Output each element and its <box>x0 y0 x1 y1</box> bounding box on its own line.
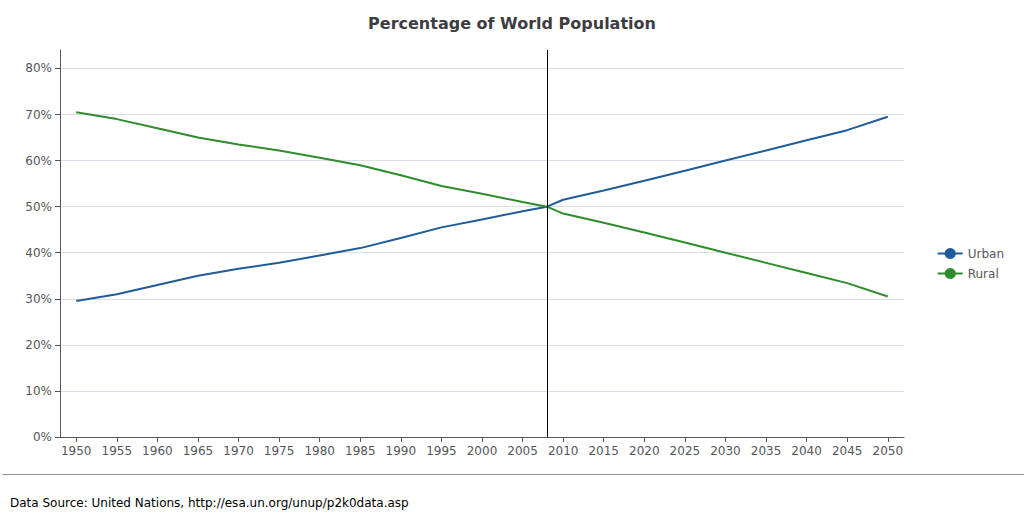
svg-text:2010: 2010 <box>548 444 579 458</box>
svg-text:1955: 1955 <box>102 444 133 458</box>
svg-text:2025: 2025 <box>670 444 701 458</box>
svg-text:2040: 2040 <box>791 444 822 458</box>
svg-text:80%: 80% <box>25 61 52 75</box>
svg-text:2035: 2035 <box>751 444 782 458</box>
svg-text:2030: 2030 <box>710 444 741 458</box>
svg-text:70%: 70% <box>25 108 52 122</box>
svg-text:Data Source: United Nations, h: Data Source: United Nations, http://esa.… <box>10 496 409 510</box>
svg-text:1975: 1975 <box>264 444 295 458</box>
svg-text:2000: 2000 <box>467 444 498 458</box>
svg-text:2020: 2020 <box>629 444 660 458</box>
svg-text:1990: 1990 <box>386 444 417 458</box>
svg-text:Percentage of World Population: Percentage of World Population <box>368 14 656 33</box>
svg-text:50%: 50% <box>25 200 52 214</box>
svg-text:20%: 20% <box>25 338 52 352</box>
svg-text:30%: 30% <box>25 292 52 306</box>
svg-text:1960: 1960 <box>142 444 173 458</box>
svg-text:1980: 1980 <box>304 444 335 458</box>
svg-text:Rural: Rural <box>968 267 999 281</box>
svg-text:2015: 2015 <box>588 444 619 458</box>
svg-text:Urban: Urban <box>968 247 1004 261</box>
svg-text:2045: 2045 <box>832 444 863 458</box>
svg-text:2005: 2005 <box>507 444 538 458</box>
svg-text:1965: 1965 <box>183 444 214 458</box>
svg-text:40%: 40% <box>25 246 52 260</box>
svg-text:0%: 0% <box>33 430 52 444</box>
svg-text:2050: 2050 <box>872 444 903 458</box>
svg-text:60%: 60% <box>25 154 52 168</box>
svg-text:1970: 1970 <box>223 444 254 458</box>
svg-text:1985: 1985 <box>345 444 376 458</box>
svg-text:10%: 10% <box>25 384 52 398</box>
svg-text:1950: 1950 <box>61 444 92 458</box>
svg-text:1995: 1995 <box>426 444 457 458</box>
